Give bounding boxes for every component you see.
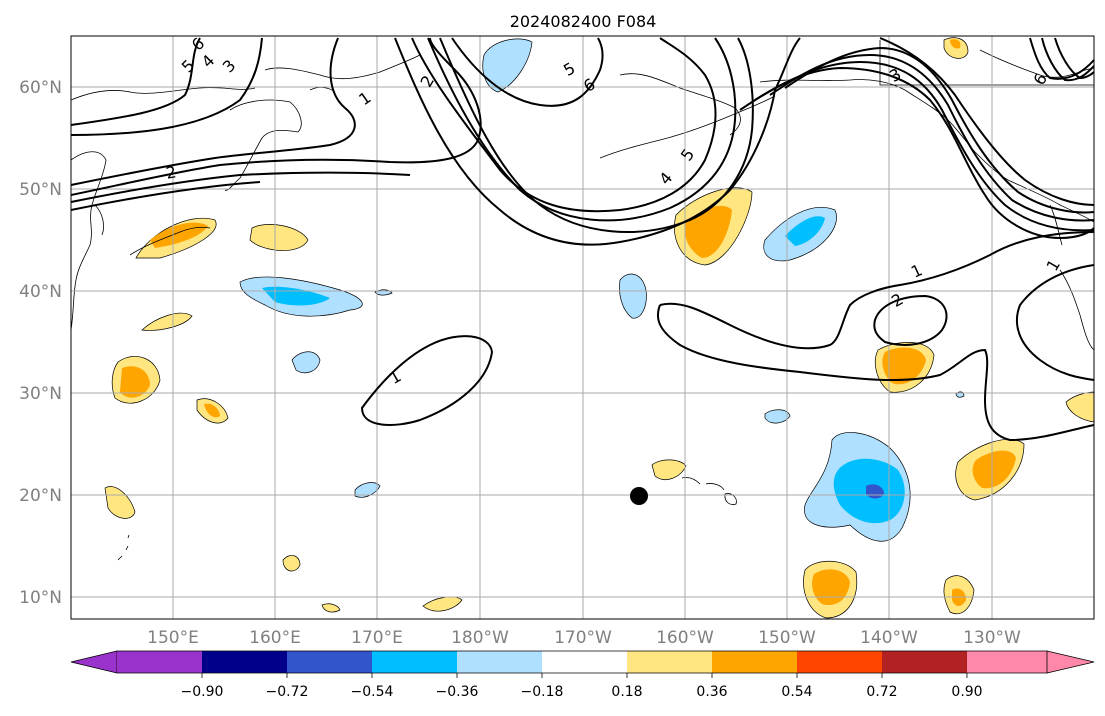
lon-label: 150°E — [147, 628, 199, 648]
colorbar-tick-label: −0.54 — [351, 684, 394, 700]
map-panel: 1 1 1 1 2 2 2 3 3 4 4 5 5 5 6 6 6 — [70, 34, 1095, 620]
positive-anomaly — [150, 222, 208, 248]
negative-anomaly — [785, 216, 825, 246]
lon-label: 170°W — [554, 628, 612, 648]
colorbar-segment — [712, 651, 797, 673]
colorbar-segment — [627, 651, 712, 673]
lon-label: 130°W — [963, 628, 1021, 648]
positive-anomaly — [321, 603, 341, 613]
negative-anomaly — [291, 351, 321, 374]
map-frame — [70, 35, 1095, 620]
longitude-labels: 150°E 160°E 170°E 180°W 170°W 160°W 150°… — [147, 628, 1021, 648]
positive-anomaly — [422, 596, 463, 612]
map-title: 2024082400 F084 — [510, 12, 657, 31]
colorbar-segment — [117, 651, 202, 673]
lon-label: 160°E — [249, 628, 301, 648]
colorbar-segment — [202, 651, 287, 673]
graticule — [71, 36, 1094, 619]
lon-label: 160°W — [656, 628, 714, 648]
colorbar: −0.90 −0.72 −0.54 −0.36 −0.18 0.18 0.36 … — [70, 650, 1095, 700]
colorbar-tick-label: 0.90 — [951, 684, 982, 700]
colorbar-tick-label: −0.90 — [181, 684, 224, 700]
lat-label: 50°N — [19, 180, 62, 200]
colorbar-segment — [542, 651, 627, 673]
positive-anomaly — [120, 366, 150, 398]
colorbar-tick-label: 0.54 — [781, 684, 812, 700]
lat-label: 40°N — [19, 282, 62, 302]
lat-label: 20°N — [19, 486, 62, 506]
positive-anomaly — [684, 205, 732, 258]
lat-label: 10°N — [19, 588, 62, 608]
anomaly-fills — [104, 37, 1095, 619]
colorbar-tick-label: 0.18 — [611, 684, 642, 700]
lon-label: 150°W — [758, 628, 816, 648]
location-marker — [630, 487, 648, 505]
positive-anomaly — [282, 555, 301, 572]
colorbar-min-arrow — [70, 650, 118, 674]
colorbar-segment — [372, 651, 457, 673]
colorbar-segment — [967, 651, 1047, 673]
colorbar-segment — [457, 651, 542, 673]
positive-anomaly — [950, 39, 961, 49]
colorbar-segment — [882, 651, 967, 673]
negative-anomaly — [354, 482, 381, 498]
lat-label: 30°N — [19, 384, 62, 404]
positive-anomaly — [972, 450, 1016, 489]
colorbar-tick-label: −0.72 — [266, 684, 309, 700]
colorbar-tick-label: 0.36 — [696, 684, 727, 700]
colorbar-tick-label: −0.36 — [436, 684, 479, 700]
positive-anomaly — [812, 569, 850, 606]
positive-anomaly — [651, 459, 687, 480]
negative-anomaly — [619, 273, 647, 319]
lon-label: 170°E — [351, 628, 403, 648]
lon-label: 140°W — [860, 628, 918, 648]
lat-label: 60°N — [19, 78, 62, 98]
positive-anomaly — [204, 403, 220, 418]
colorbar-max-arrow — [1046, 650, 1095, 674]
positive-anomaly — [141, 312, 193, 331]
contour-label-2: 2 — [164, 162, 177, 182]
colorbar-ticks — [201, 673, 968, 678]
positive-anomaly — [249, 224, 309, 251]
colorbar-tick-label: −0.18 — [521, 684, 564, 700]
colorbar-segment — [287, 651, 372, 673]
colorbar-tick-labels: −0.90 −0.72 −0.54 −0.36 −0.18 0.18 0.36 … — [181, 684, 983, 700]
colorbar-tick-label: 0.72 — [866, 684, 897, 700]
positive-anomaly — [882, 347, 926, 385]
negative-anomaly — [764, 409, 791, 424]
lon-label: 180°W — [451, 628, 509, 648]
colorbar-segment — [797, 651, 882, 673]
contour-lines — [70, 37, 1095, 442]
latitude-labels: 60°N 50°N 40°N 30°N 20°N 10°N — [19, 78, 62, 608]
negative-anomaly — [482, 38, 533, 93]
